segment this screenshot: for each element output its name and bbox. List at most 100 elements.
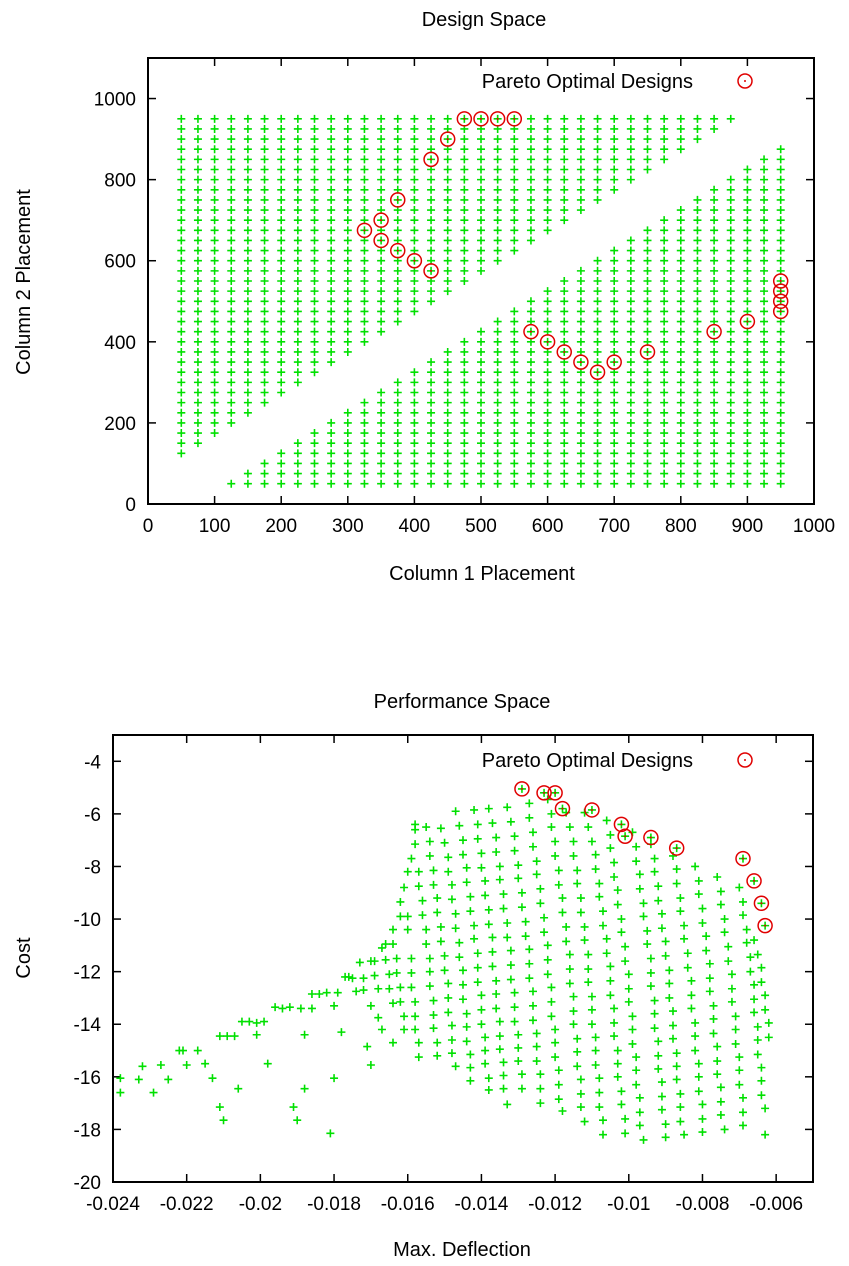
design-point (396, 912, 405, 921)
design-point (427, 114, 436, 123)
design-point (459, 850, 467, 859)
design-point (177, 287, 186, 296)
design-point (776, 439, 785, 448)
design-point (493, 388, 502, 397)
design-point (429, 996, 438, 1005)
design-point (193, 165, 202, 174)
design-point (660, 479, 669, 488)
design-point (193, 175, 202, 184)
design-point (260, 1017, 269, 1026)
design-point (687, 991, 696, 1000)
design-point (243, 297, 252, 306)
design-point (632, 1080, 641, 1089)
design-point (193, 114, 202, 123)
design-point (414, 882, 423, 891)
design-point (377, 135, 386, 144)
design-point (460, 175, 469, 184)
design-point (260, 236, 269, 245)
design-point (327, 418, 336, 427)
design-point (716, 1110, 725, 1119)
design-point (761, 1005, 770, 1014)
design-point (576, 317, 585, 326)
design-point (743, 459, 752, 468)
design-point (676, 1103, 685, 1112)
design-point (639, 912, 648, 921)
design-point (477, 195, 485, 204)
pareto-point (554, 800, 571, 817)
design-point (293, 327, 302, 336)
design-point (230, 1032, 239, 1041)
design-point (760, 418, 769, 427)
design-point (177, 145, 186, 154)
design-point (156, 1060, 165, 1069)
design-point (499, 890, 508, 899)
design-point (776, 256, 785, 265)
design-point (277, 206, 286, 215)
design-point (293, 317, 302, 326)
design-point (343, 277, 352, 285)
design-point (493, 185, 502, 194)
design-point (193, 327, 202, 336)
design-point (493, 337, 502, 346)
design-point (444, 1008, 453, 1017)
design-point (495, 1017, 504, 1026)
design-point (726, 256, 735, 265)
design-point (560, 185, 569, 194)
design-point (493, 347, 502, 356)
design-point (410, 165, 419, 174)
design-point (460, 135, 469, 144)
design-point (626, 175, 635, 184)
design-point (764, 1018, 773, 1027)
design-point (587, 1020, 596, 1029)
design-point (676, 124, 685, 133)
design-point (626, 388, 635, 397)
design-point (613, 886, 622, 895)
design-point (760, 246, 769, 255)
design-point (610, 1018, 619, 1027)
design-point (628, 1039, 637, 1048)
design-point (750, 980, 759, 989)
design-point (499, 1058, 508, 1067)
design-point (227, 418, 236, 427)
design-point (560, 469, 569, 478)
x-tick-label: -0.022 (160, 1194, 214, 1215)
design-point (610, 135, 619, 144)
design-point (443, 347, 452, 356)
design-point (243, 469, 252, 478)
design-point (493, 165, 502, 174)
design-point (410, 378, 419, 387)
design-point (680, 1130, 689, 1139)
design-point (573, 1047, 582, 1056)
design-point (410, 449, 419, 458)
design-point (440, 951, 449, 960)
design-point (459, 995, 467, 1004)
design-point (462, 1009, 471, 1018)
design-point (593, 398, 602, 407)
design-point (227, 297, 236, 306)
design-point (683, 949, 692, 958)
x-tick-label: -0.02 (239, 1194, 282, 1215)
design-point (227, 145, 236, 154)
design-point (377, 277, 386, 285)
design-point (543, 206, 552, 215)
design-point (621, 957, 630, 966)
design-space-legend-label: Pareto Optimal Designs (482, 71, 693, 93)
design-point (643, 114, 652, 123)
design-point (460, 277, 469, 285)
design-point (665, 966, 674, 975)
design-point (643, 418, 652, 427)
design-point (493, 327, 502, 336)
design-point (621, 942, 630, 951)
design-point (377, 1025, 386, 1034)
design-point (593, 165, 602, 174)
design-point (427, 469, 436, 478)
design-point (260, 246, 269, 255)
design-point (694, 876, 703, 885)
design-point (610, 337, 619, 346)
design-point (193, 439, 202, 448)
design-point (709, 1014, 718, 1023)
design-point (526, 347, 535, 356)
design-point (427, 124, 436, 133)
performance-space-chart: Performance Space -0.024 -0.022 -0.02 -0.01… (13, 691, 814, 1261)
design-point (632, 857, 641, 866)
